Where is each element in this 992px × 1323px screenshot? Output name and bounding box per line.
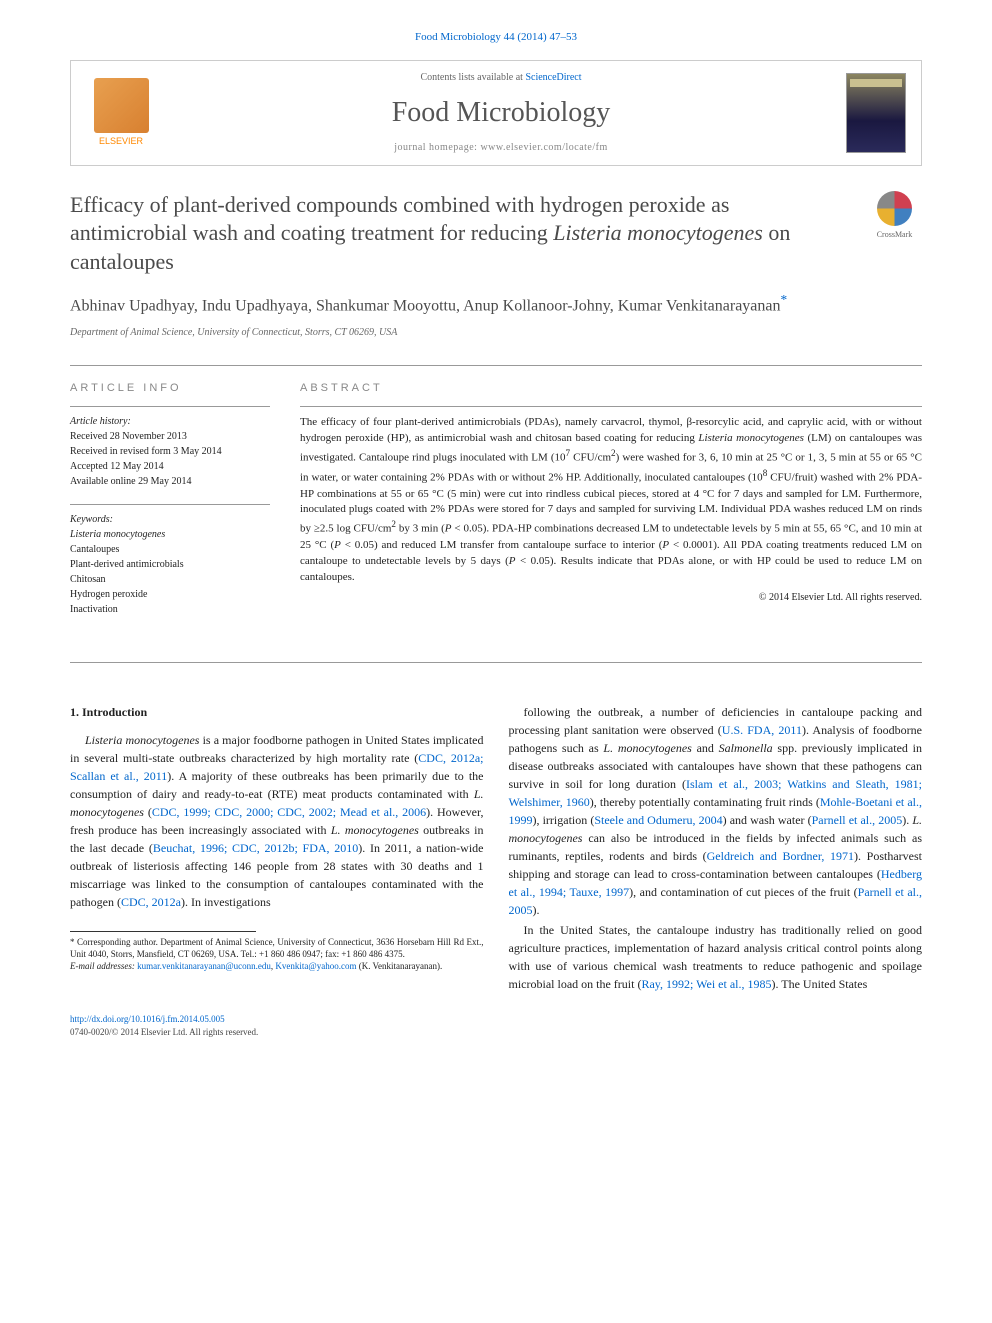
article-info-heading: ARTICLE INFO bbox=[70, 381, 270, 396]
author-names: Abhinav Upadhyay, Indu Upadhyaya, Shanku… bbox=[70, 298, 781, 315]
journal-cover-thumbnail bbox=[846, 73, 906, 153]
abstract: ABSTRACT The efficacy of four plant-deri… bbox=[300, 381, 922, 632]
history-label: Article history: bbox=[70, 415, 270, 429]
article-history: Article history: Received 28 November 20… bbox=[70, 406, 270, 489]
separator bbox=[70, 662, 922, 663]
journal-homepage: journal homepage: www.elsevier.com/locat… bbox=[156, 141, 846, 155]
revised-date: Received in revised form 3 May 2014 bbox=[70, 445, 270, 459]
corresponding-mark: * bbox=[781, 292, 788, 307]
online-date: Available online 29 May 2014 bbox=[70, 475, 270, 489]
email-link[interactable]: kumar.venkitanarayanan@uconn.edu bbox=[137, 961, 271, 971]
contents-prefix: Contents lists available at bbox=[420, 72, 525, 83]
body-paragraph: following the outbreak, a number of defi… bbox=[509, 703, 923, 919]
keyword: Plant-derived antimicrobials bbox=[70, 558, 270, 572]
publisher-logo: ELSEVIER bbox=[86, 75, 156, 150]
contents-available: Contents lists available at ScienceDirec… bbox=[156, 71, 846, 85]
journal-name: Food Microbiology bbox=[156, 93, 846, 132]
email-suffix: (K. Venkitanarayanan). bbox=[359, 961, 443, 971]
author-list: Abhinav Upadhyay, Indu Upadhyaya, Shanku… bbox=[70, 291, 922, 318]
crossmark-label: CrossMark bbox=[877, 229, 913, 240]
keyword: Hydrogen peroxide bbox=[70, 588, 270, 602]
page-footer: http://dx.doi.org/10.1016/j.fm.2014.05.0… bbox=[70, 1013, 922, 1038]
publisher-name: ELSEVIER bbox=[99, 135, 143, 148]
elsevier-tree-icon bbox=[94, 78, 149, 133]
email-addresses: E-mail addresses: kumar.venkitanarayanan… bbox=[70, 961, 484, 973]
homepage-url[interactable]: www.elsevier.com/locate/fm bbox=[480, 142, 607, 153]
body-paragraph: Listeria monocytogenes is a major foodbo… bbox=[70, 731, 484, 911]
sciencedirect-link[interactable]: ScienceDirect bbox=[525, 72, 581, 83]
body-paragraph: In the United States, the cantaloupe ind… bbox=[509, 921, 923, 993]
crossmark-icon bbox=[877, 191, 912, 226]
keyword: Chitosan bbox=[70, 573, 270, 587]
email-label: E-mail addresses: bbox=[70, 961, 135, 971]
issn-copyright: 0740-0020/© 2014 Elsevier Ltd. All right… bbox=[70, 1026, 922, 1039]
abstract-copyright: © 2014 Elsevier Ltd. All rights reserved… bbox=[300, 591, 922, 605]
email-link[interactable]: Kvenkita@yahoo.com bbox=[275, 961, 356, 971]
journal-header: ELSEVIER Contents lists available at Sci… bbox=[70, 60, 922, 165]
accepted-date: Accepted 12 May 2014 bbox=[70, 460, 270, 474]
abstract-heading: ABSTRACT bbox=[300, 381, 922, 396]
keywords-block: Keywords: Listeria monocytogenes Cantalo… bbox=[70, 504, 270, 617]
article-info-sidebar: ARTICLE INFO Article history: Received 2… bbox=[70, 381, 270, 632]
keyword: Listeria monocytogenes bbox=[70, 528, 270, 542]
keyword: Inactivation bbox=[70, 603, 270, 617]
received-date: Received 28 November 2013 bbox=[70, 430, 270, 444]
homepage-label: journal homepage: bbox=[394, 142, 480, 153]
abstract-text: The efficacy of four plant-derived antim… bbox=[300, 406, 922, 585]
journal-reference: Food Microbiology 44 (2014) 47–53 bbox=[70, 30, 922, 45]
separator bbox=[70, 365, 922, 366]
article-body: 1. Introduction Listeria monocytogenes i… bbox=[70, 703, 922, 993]
affiliation: Department of Animal Science, University… bbox=[70, 326, 922, 340]
footnotes: * Corresponding author. Department of An… bbox=[70, 937, 484, 972]
doi-link[interactable]: http://dx.doi.org/10.1016/j.fm.2014.05.0… bbox=[70, 1014, 225, 1024]
footnote-separator bbox=[70, 931, 256, 932]
section-heading: 1. Introduction bbox=[70, 703, 484, 721]
keywords-list: Listeria monocytogenes Cantaloupes Plant… bbox=[70, 528, 270, 617]
keywords-label: Keywords: bbox=[70, 513, 270, 527]
keyword: Cantaloupes bbox=[70, 543, 270, 557]
crossmark-badge[interactable]: CrossMark bbox=[867, 191, 922, 246]
corresponding-author-note: * Corresponding author. Department of An… bbox=[70, 937, 484, 960]
article-title: Efficacy of plant-derived compounds comb… bbox=[70, 191, 847, 277]
